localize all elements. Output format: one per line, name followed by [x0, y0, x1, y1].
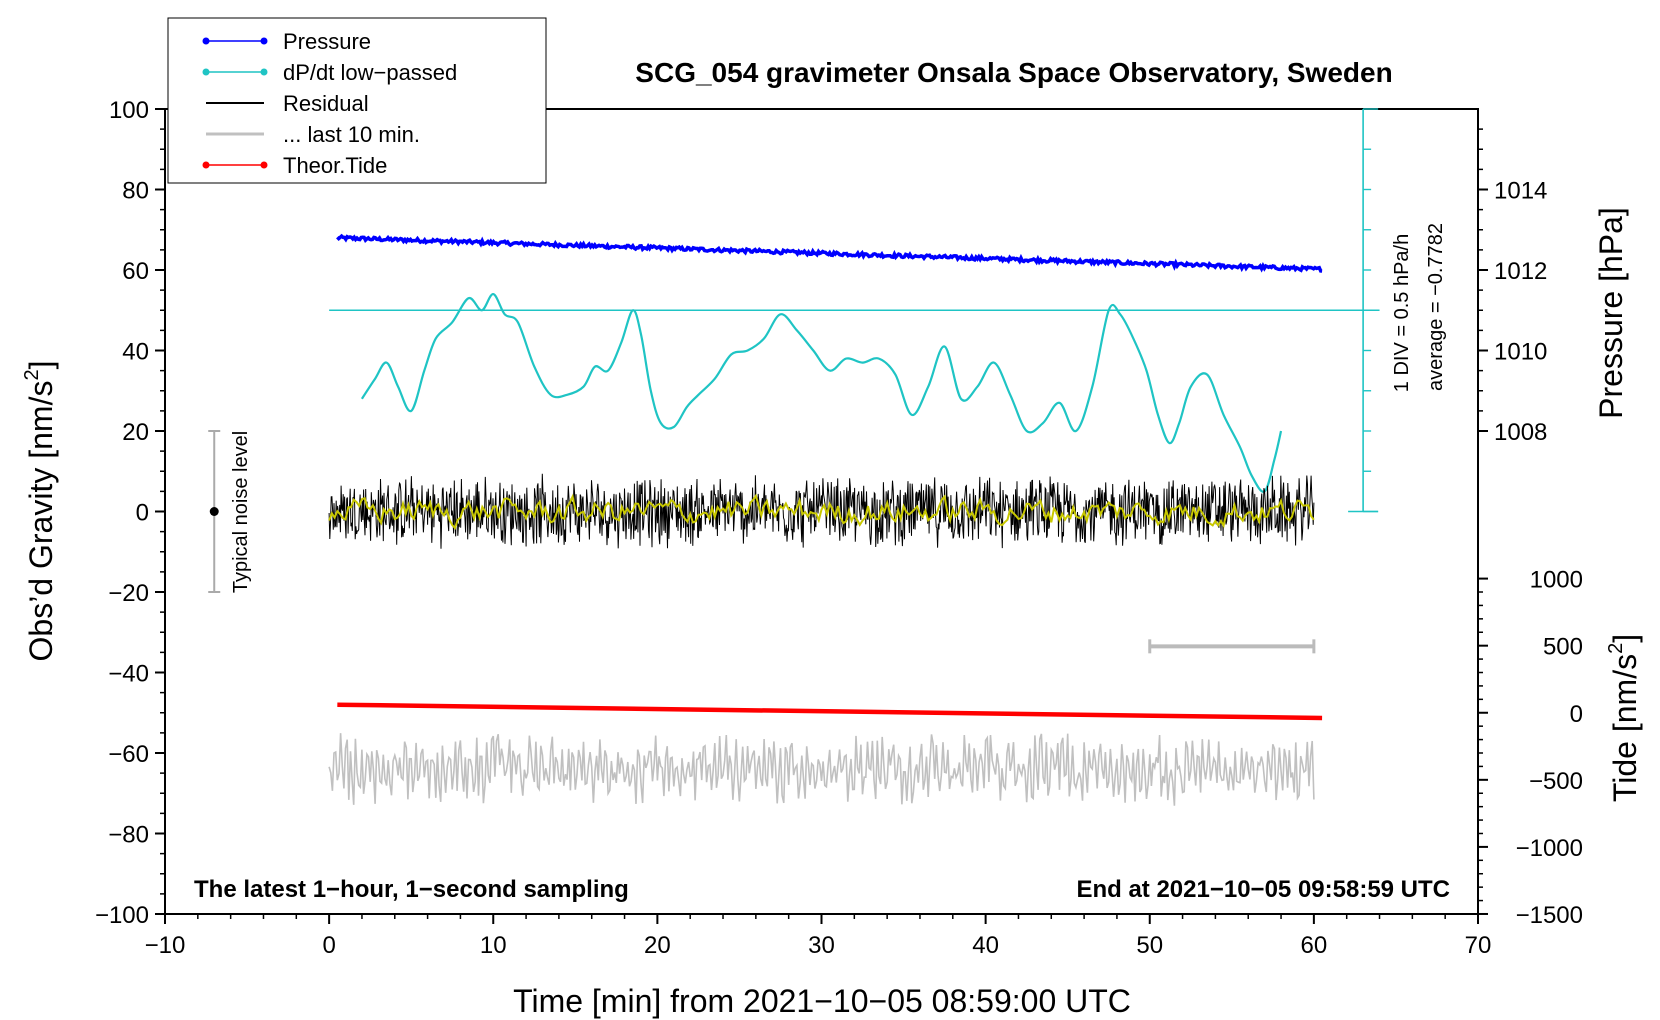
x-tick-label: 40 [972, 932, 999, 959]
y-tick-label: −80 [108, 822, 149, 849]
average-label: average = −0.7782 [1425, 223, 1447, 391]
y-tick-label: −20 [108, 580, 149, 607]
legend-label: Theor.Tide [283, 153, 387, 178]
y-tick-label: −100 [95, 902, 149, 929]
footer-left-note: The latest 1−hour, 1−second sampling [194, 876, 629, 903]
x-axis-label: Time [min] from 2021−10−05 08:59:00 UTC [513, 983, 1131, 1019]
y-tick-label: 40 [122, 339, 149, 366]
footer-right-note: End at 2021−10−05 09:58:59 UTC [1076, 876, 1450, 903]
legend-label: ... last 10 min. [283, 122, 420, 147]
pressure-tick-label: 1014 [1494, 178, 1547, 205]
legend-item: Theor.Tide [202, 153, 387, 178]
y-tick-label: 100 [109, 97, 149, 124]
legend-item: dP/dt low−passed [202, 60, 457, 85]
pressure-tick-label: 1012 [1494, 258, 1547, 285]
pressure-tick-label: 1010 [1494, 339, 1547, 366]
tide-tick-label: −500 [1529, 768, 1583, 795]
chart-title: SCG_054 gravimeter Onsala Space Observat… [635, 57, 1392, 88]
series-layer [208, 108, 1380, 806]
tide-tick-label: −1000 [1516, 835, 1583, 862]
y-tick-label: 20 [122, 419, 149, 446]
legend-item: ... last 10 min. [206, 122, 420, 147]
dpdt-line [360, 293, 1283, 493]
y-tick-label: −60 [108, 741, 149, 768]
x-tick-label: 60 [1301, 932, 1328, 959]
legend: Pressure dP/dt low−passed Residual ... last… [167, 17, 547, 184]
pressure-tick-label: 1008 [1494, 419, 1547, 446]
y-tick-label: 0 [136, 500, 149, 527]
tide-axis-label: Tide [nm/s2] [1605, 634, 1643, 802]
x-tick-label: 10 [480, 932, 507, 959]
legend-marker [260, 68, 268, 76]
legend-item: Residual [206, 91, 369, 116]
x-tick-label: 0 [322, 932, 335, 959]
legend-label: Residual [283, 91, 369, 116]
legend-label: dP/dt low−passed [283, 60, 457, 85]
legend-marker [202, 161, 210, 169]
x-tick-label: 30 [808, 932, 835, 959]
x-tick-label: 50 [1136, 932, 1163, 959]
last10-line [328, 733, 1315, 806]
tide-line [337, 702, 1323, 721]
tide-tick-label: 0 [1570, 701, 1583, 728]
legend-marker [260, 37, 268, 45]
noise-bar-center [209, 507, 219, 516]
legend-marker [202, 37, 210, 45]
tide-tick-label: 500 [1543, 634, 1583, 661]
tide-tick-label: 1000 [1530, 567, 1583, 594]
legend-label: Pressure [283, 29, 371, 54]
x-tick-label: 20 [644, 932, 671, 959]
scale-label: 1 DIV = 0.5 hPa/h [1391, 234, 1413, 392]
legend-item: Pressure [202, 29, 371, 54]
legend-box [167, 17, 547, 184]
y-tick-label: 60 [122, 258, 149, 285]
y-tick-label: −40 [108, 661, 149, 688]
pressure-line [336, 233, 1323, 273]
legend-marker [202, 68, 210, 76]
y-tick-label: 80 [122, 178, 149, 205]
legend-marker [260, 161, 268, 169]
pressure-axis-label: Pressure [hPa] [1593, 207, 1629, 419]
y-axis-label: Obs’d Gravity [nm/s2] [21, 361, 59, 662]
tide-tick-label: −1500 [1516, 902, 1583, 929]
x-tick-label: −10 [145, 932, 186, 959]
noise-level-label: Typical noise level [230, 431, 252, 593]
residual-smoothed-line [328, 493, 1315, 530]
x-tick-label: 70 [1465, 932, 1492, 959]
axis-ticks: −10 0 10 20 30 40 50 60 70−100−80−60−40−20020406… [95, 97, 1583, 959]
